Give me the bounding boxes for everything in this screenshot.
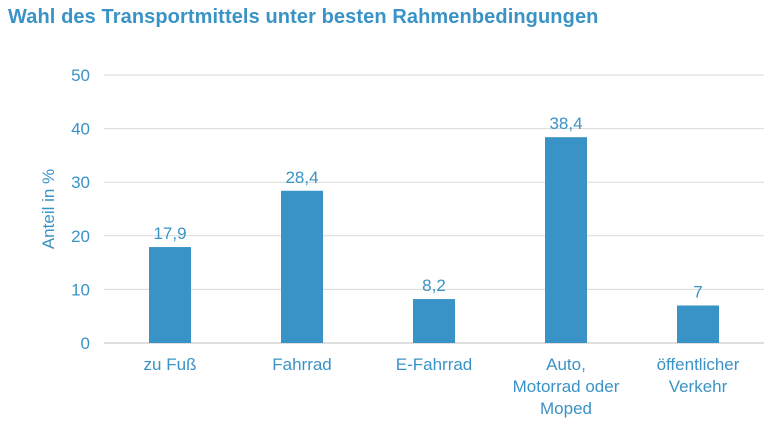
y-tick-label: 10 <box>71 280 90 299</box>
data-labels: 17,9 28,4 8,2 38,4 7 <box>153 114 702 301</box>
bar <box>413 299 455 343</box>
category-label: öffentlicher Verkehr <box>657 355 740 396</box>
data-label: 7 <box>693 282 702 301</box>
data-label: 38,4 <box>549 114 582 133</box>
data-label: 17,9 <box>153 224 186 243</box>
y-tick-label: 0 <box>81 334 90 353</box>
bar <box>545 137 587 343</box>
y-axis-label: Anteil in % <box>39 169 58 249</box>
bar <box>281 190 323 343</box>
category-labels: zu Fuß Fahrrad E-Fahrrad Auto, Motorrad oder… <box>144 355 740 418</box>
y-tick-label: 20 <box>71 227 90 246</box>
category-label: E-Fahrrad <box>396 355 473 374</box>
data-label: 28,4 <box>285 168 318 187</box>
y-tick-label: 50 <box>71 66 90 85</box>
category-label: zu Fuß <box>144 355 197 374</box>
category-label: Auto, Motorrad oder Moped <box>513 355 620 418</box>
bar <box>677 305 719 343</box>
data-label: 8,2 <box>422 276 446 295</box>
category-label: Fahrrad <box>272 355 332 374</box>
y-tick-label: 30 <box>71 173 90 192</box>
y-tick-label: 40 <box>71 120 90 139</box>
chart-title: Wahl des Transportmittels unter besten R… <box>8 6 599 28</box>
y-axis: 0 10 20 30 40 50 <box>71 66 90 353</box>
bars <box>149 137 719 343</box>
bar <box>149 247 191 343</box>
